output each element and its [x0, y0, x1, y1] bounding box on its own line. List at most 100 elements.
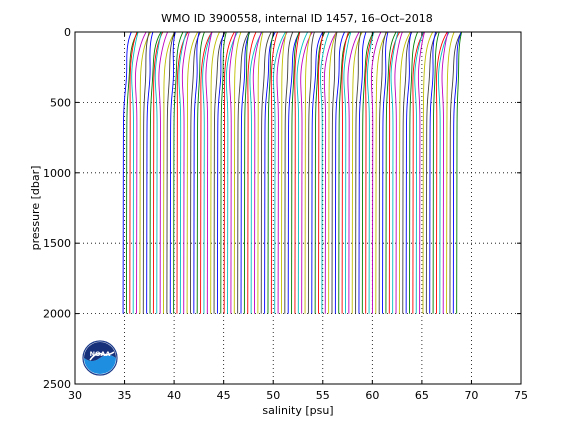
y-tick-label: 1500	[43, 237, 71, 250]
profile-line	[142, 31, 150, 314]
x-tick-label: 55	[316, 389, 330, 402]
profile-line	[281, 31, 287, 314]
profile-line	[422, 31, 434, 314]
profile-line	[307, 31, 315, 314]
profile-line	[351, 31, 363, 314]
profile-line	[152, 31, 164, 314]
x-axis-title: salinity [psu]	[262, 404, 333, 417]
profile-line	[334, 31, 345, 314]
y-tick-label: 500	[50, 96, 71, 109]
profile-line	[169, 31, 176, 314]
y-axis-title: pressure [dbar]	[29, 166, 42, 251]
profile-line	[276, 31, 288, 314]
chart-title: WMO ID 3900558, internal ID 1457, 16–Oct…	[161, 12, 433, 25]
axis-ticks	[74, 31, 522, 385]
profile-line	[378, 31, 387, 314]
profile-line	[200, 31, 213, 314]
x-tick-label: 30	[68, 389, 82, 402]
profile-line	[139, 31, 152, 314]
plot-frame	[74, 31, 522, 385]
profile-line	[338, 31, 351, 314]
profile-line	[196, 31, 205, 314]
profile-line	[304, 31, 312, 314]
profile-line	[429, 31, 437, 314]
profile-line	[186, 31, 199, 314]
profile-line	[358, 31, 367, 314]
profile-line	[176, 31, 189, 314]
x-tick-label: 75	[514, 389, 528, 402]
profile-line	[216, 31, 225, 314]
plot-border	[74, 31, 522, 385]
profile-line	[382, 31, 389, 314]
profile-line	[181, 31, 190, 314]
profile-line	[409, 31, 419, 314]
profile-line	[311, 31, 324, 314]
profile-line	[237, 31, 250, 314]
profile-line	[154, 31, 163, 314]
profile-line	[158, 31, 169, 314]
y-tick-label: 0	[64, 26, 71, 39]
profile-line	[163, 31, 176, 314]
profile-line	[260, 31, 272, 314]
profile-line	[213, 31, 226, 314]
x-tick-label: 70	[464, 389, 478, 402]
profile-line	[385, 31, 397, 314]
profile-line	[398, 31, 411, 314]
y-tick-label: 1000	[43, 167, 71, 180]
profile-line	[402, 31, 413, 314]
profile-line	[314, 31, 326, 314]
x-tick-labels: 30 35 40 45 50 55 60 65 70 75	[68, 389, 528, 402]
profile-line	[317, 31, 324, 314]
profile-line	[355, 31, 362, 314]
profile-line	[390, 31, 399, 314]
profile-line	[243, 31, 250, 314]
profile-line	[294, 31, 301, 314]
profile-line	[193, 31, 200, 314]
profile-line	[247, 31, 257, 314]
profile-line	[425, 31, 438, 314]
profile-line	[287, 31, 301, 314]
profile-line	[210, 31, 220, 314]
profile-line	[323, 31, 337, 314]
profile-line	[366, 31, 375, 314]
profile-line	[375, 31, 388, 314]
x-tick-label: 45	[217, 389, 231, 402]
profile-line	[319, 31, 330, 314]
profile-line	[190, 31, 201, 314]
profile-line	[270, 31, 278, 314]
profile-line	[131, 31, 139, 314]
profile-line	[361, 31, 375, 314]
profile-line	[284, 31, 294, 314]
profile-line	[438, 31, 450, 314]
profile-line	[388, 31, 401, 314]
x-tick-label: 50	[266, 389, 280, 402]
profile-line	[220, 31, 227, 314]
profile-line	[405, 31, 412, 314]
profile-traces	[74, 31, 522, 385]
profile-line	[394, 31, 403, 314]
profile-line	[129, 31, 138, 314]
profile-line	[331, 31, 338, 314]
noaa-logo-text: NOAA	[90, 350, 111, 358]
noaa-logo: NOAA	[80, 338, 120, 378]
profile-line	[347, 31, 360, 314]
x-tick-label: 65	[415, 389, 429, 402]
profile-line	[341, 31, 349, 314]
profile-line	[146, 31, 154, 314]
x-tick-label: 40	[167, 389, 181, 402]
profile-line	[249, 31, 263, 314]
profile-line	[125, 31, 139, 314]
y-tick-labels: 0 500 1000 1500 2000 2500	[43, 26, 71, 391]
profile-line	[223, 31, 235, 314]
profile-line	[149, 31, 162, 314]
profile-line	[449, 31, 462, 314]
profile-line	[240, 31, 251, 314]
profile-line	[343, 31, 352, 314]
profile-line	[267, 31, 275, 314]
profile-line	[328, 31, 338, 314]
y-tick-label: 2500	[43, 378, 71, 391]
profile-line	[435, 31, 448, 314]
profile-line	[432, 31, 440, 314]
profile-line	[233, 31, 242, 314]
